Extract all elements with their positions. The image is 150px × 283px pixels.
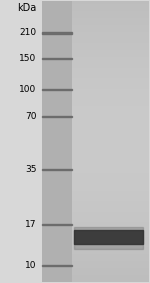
Bar — [72, 237, 149, 240]
Bar — [72, 64, 149, 68]
Bar — [72, 177, 149, 180]
Bar — [72, 71, 149, 75]
Bar — [42, 265, 72, 266]
Bar — [72, 170, 149, 173]
Bar — [72, 198, 149, 201]
Bar — [72, 106, 149, 110]
Bar — [42, 58, 72, 59]
Bar — [72, 142, 149, 145]
Text: 150: 150 — [19, 54, 36, 63]
Bar — [72, 89, 149, 92]
Bar — [72, 208, 149, 212]
Text: 17: 17 — [25, 220, 36, 229]
Bar — [72, 222, 149, 226]
Bar — [72, 11, 149, 15]
Bar — [72, 152, 149, 156]
Bar — [72, 82, 149, 85]
Bar — [72, 261, 149, 265]
Bar — [72, 251, 149, 254]
Bar — [72, 36, 149, 39]
Bar — [42, 224, 72, 225]
Bar — [72, 53, 149, 57]
Bar — [72, 156, 149, 159]
Bar — [72, 92, 149, 96]
Bar — [72, 4, 149, 8]
Bar — [72, 191, 149, 194]
Bar — [72, 120, 149, 124]
Bar — [42, 1, 72, 282]
Bar — [72, 163, 149, 166]
Bar — [72, 68, 149, 71]
Bar — [72, 78, 149, 82]
Bar — [72, 268, 149, 272]
Bar — [72, 265, 149, 268]
Text: kDa: kDa — [17, 3, 36, 13]
Bar — [72, 75, 149, 78]
Bar — [72, 254, 149, 258]
Bar — [72, 184, 149, 187]
Bar — [72, 272, 149, 275]
Bar — [72, 117, 149, 120]
Bar — [72, 39, 149, 43]
Bar — [72, 226, 149, 230]
Bar — [72, 61, 149, 64]
Bar — [72, 240, 149, 244]
Bar — [74, 230, 143, 244]
Bar — [72, 15, 149, 18]
Bar — [72, 96, 149, 99]
Bar — [72, 194, 149, 198]
Bar — [72, 124, 149, 127]
Bar — [72, 275, 149, 279]
Bar — [72, 113, 149, 117]
Bar — [72, 244, 149, 247]
Bar — [42, 89, 72, 90]
Bar — [72, 215, 149, 219]
Text: 210: 210 — [19, 28, 36, 37]
Bar — [72, 85, 149, 89]
Bar — [42, 32, 72, 34]
Bar — [72, 103, 149, 106]
Text: 70: 70 — [25, 112, 36, 121]
Bar — [72, 43, 149, 46]
Text: 10: 10 — [25, 261, 36, 270]
Bar — [72, 173, 149, 177]
Bar — [72, 57, 149, 61]
Bar — [72, 32, 149, 36]
Bar — [72, 247, 149, 251]
Bar — [72, 219, 149, 222]
Bar — [72, 1, 149, 4]
Bar — [72, 134, 149, 138]
Bar — [72, 29, 149, 32]
Bar — [72, 212, 149, 215]
Bar — [42, 169, 72, 170]
Bar — [72, 187, 149, 191]
Bar — [72, 258, 149, 261]
Text: 100: 100 — [19, 85, 36, 94]
Bar — [74, 227, 143, 249]
Bar — [72, 18, 149, 22]
Text: 35: 35 — [25, 165, 36, 174]
Bar — [72, 233, 149, 237]
Bar — [72, 110, 149, 113]
Bar — [72, 138, 149, 142]
Bar — [72, 149, 149, 152]
Bar — [72, 46, 149, 50]
Bar — [72, 22, 149, 25]
Bar — [72, 99, 149, 103]
Bar — [72, 50, 149, 53]
Bar — [72, 180, 149, 184]
Bar — [72, 201, 149, 205]
Bar — [72, 166, 149, 170]
Bar — [72, 159, 149, 163]
Bar — [72, 279, 149, 282]
Bar — [72, 8, 149, 11]
Bar — [42, 116, 72, 117]
Bar — [72, 25, 149, 29]
Bar — [72, 145, 149, 149]
Bar — [72, 131, 149, 134]
Bar — [72, 205, 149, 208]
Bar — [72, 230, 149, 233]
Bar — [72, 127, 149, 131]
